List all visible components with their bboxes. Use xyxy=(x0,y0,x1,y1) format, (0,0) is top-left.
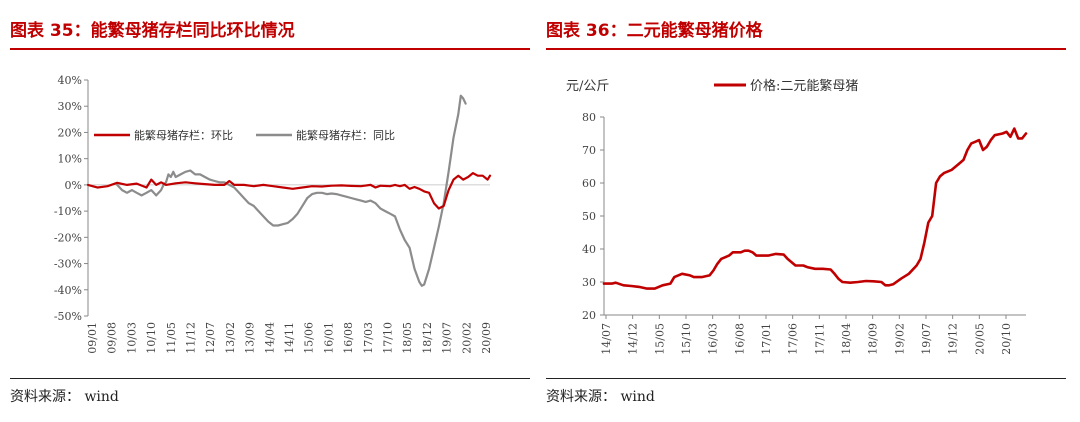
x-tick-label-right: 15/05 xyxy=(653,323,666,355)
x-tick-label-left: 15/06 xyxy=(303,322,316,354)
y-tick-label-left: -40% xyxy=(54,284,82,297)
x-tick-label-left: 12/07 xyxy=(204,322,217,354)
x-tick-label-right: 18/04 xyxy=(840,323,853,355)
x-tick-label-left: 20/09 xyxy=(480,322,493,354)
y-tick-label-right: 80 xyxy=(582,111,596,124)
x-tick-label-left: 18/12 xyxy=(421,322,434,354)
y-tick-label-right: 20 xyxy=(582,309,596,322)
legend-label-yoy: 能繁母猪存栏：同比 xyxy=(296,128,395,142)
x-tick-label-left: 11/05 xyxy=(165,322,178,354)
x-tick-label-left: 10/03 xyxy=(125,322,138,354)
x-tick-label-left: 16/08 xyxy=(342,322,355,354)
x-tick-label-right: 15/10 xyxy=(680,323,693,355)
y-tick-label-left: 30% xyxy=(58,100,82,113)
x-tick-label-right: 19/02 xyxy=(893,323,906,355)
x-tick-label-left: 19/07 xyxy=(441,322,454,354)
legend-label-price: 价格:二元能繁母猪 xyxy=(750,78,858,94)
x-tick-label-left: 10/10 xyxy=(145,322,158,354)
y-tick-label-left: -20% xyxy=(54,231,82,244)
series-line-yoy xyxy=(116,94,467,287)
x-tick-label-right: 16/03 xyxy=(707,323,720,355)
x-tick-label-left: 13/09 xyxy=(244,322,257,354)
x-tick-label-right: 20/10 xyxy=(1000,323,1013,355)
title-rule-right xyxy=(546,48,1066,50)
y-tick-label-right: 70 xyxy=(582,144,596,157)
chart-panel-right: 图表 36：二元能繁母猪价格 80 70 60 50 40 30 20 元/公斤 14/07 14… xyxy=(546,0,1066,422)
title-rule-left xyxy=(10,48,530,50)
y-tick-label-left: 10% xyxy=(58,153,82,166)
x-tick-label-left: 18/05 xyxy=(401,322,414,354)
x-tick-label-right: 19/07 xyxy=(920,323,933,355)
series-line-mom xyxy=(86,172,492,210)
x-tick-label-left: 16/01 xyxy=(322,322,335,354)
x-tick-label-right: 19/12 xyxy=(947,323,960,355)
x-tick-label-left: 09/01 xyxy=(86,322,99,354)
y-tick-label-left: -30% xyxy=(54,258,82,271)
chart-title-right: 图表 36：二元能繁母猪价格 xyxy=(546,21,763,41)
y-tick-label-right: 40 xyxy=(582,243,596,256)
y-tick-label-left: 20% xyxy=(58,126,82,139)
y-tick-label-left: 40% xyxy=(58,74,82,87)
chart-title-left: 图表 35：能繁母猪存栏同比环比情况 xyxy=(10,21,295,41)
source-note-right: 资料来源： wind xyxy=(546,389,655,405)
legend-label-mom: 能繁母猪存栏：环比 xyxy=(134,128,233,142)
x-tick-label-right: 17/01 xyxy=(760,323,773,355)
y-tick-label-left: -50% xyxy=(54,310,82,323)
x-tick-label-left: 14/04 xyxy=(263,322,276,354)
y-tick-label-left: 0% xyxy=(65,179,82,192)
legend-left: 能繁母猪存栏：环比 能繁母猪存栏：同比 xyxy=(94,128,395,142)
legend-right: 价格:二元能繁母猪 xyxy=(714,78,858,94)
x-tick-label-right: 17/11 xyxy=(813,323,826,355)
chart-panel-left: 图表 35：能繁母猪存栏同比环比情况 40% 30% 20% 10% 0% -10% -20… xyxy=(10,0,530,422)
x-tick-label-right: 14/07 xyxy=(600,323,613,355)
y-axis-unit-label: 元/公斤 xyxy=(566,79,609,94)
x-tick-label-right: 20/05 xyxy=(973,323,986,355)
x-tick-label-right: 16/08 xyxy=(733,323,746,355)
chart-right: 80 70 60 50 40 30 20 元/公斤 14/07 14/12 15/05 15/10 16… xyxy=(566,78,1028,355)
x-tick-label-left: 17/03 xyxy=(362,322,375,354)
x-tick-label-right: 17/06 xyxy=(787,323,800,355)
x-tick-label-left: 20/02 xyxy=(460,322,473,354)
y-tick-label-right: 60 xyxy=(582,177,596,190)
x-tick-label-left: 09/08 xyxy=(106,322,119,354)
chart-left: 40% 30% 20% 10% 0% -10% -20% -30% -40% -50% 09/01 0… xyxy=(54,74,493,354)
x-tick-label-left: 11/12 xyxy=(185,322,198,354)
series-line-price xyxy=(602,127,1028,290)
x-tick-label-left: 17/10 xyxy=(382,322,395,354)
y-tick-label-right: 30 xyxy=(582,276,596,289)
x-tick-label-left: 14/11 xyxy=(283,322,296,354)
source-rule-right xyxy=(546,378,1066,379)
y-tick-label-left: -10% xyxy=(54,205,82,218)
x-tick-label-left: 13/02 xyxy=(224,322,237,354)
source-rule-left xyxy=(10,378,530,379)
source-note-left: 资料来源： wind xyxy=(10,389,119,405)
y-tick-label-right: 50 xyxy=(582,210,596,223)
x-tick-label-right: 14/12 xyxy=(627,323,640,355)
x-tick-label-right: 18/09 xyxy=(867,323,880,355)
